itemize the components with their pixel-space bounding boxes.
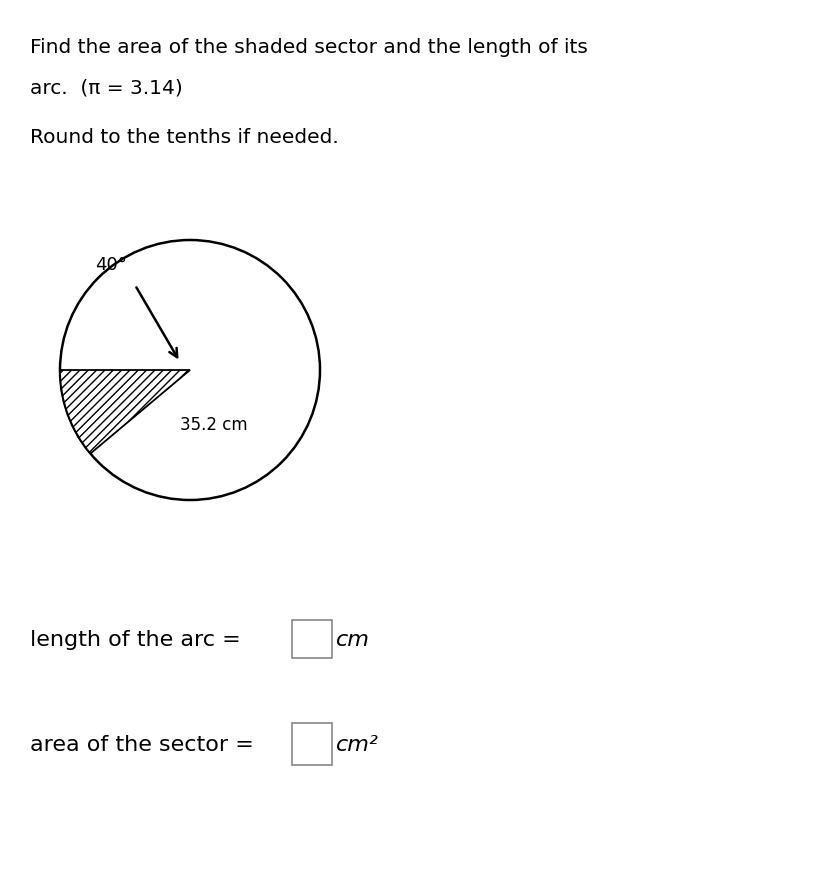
- Text: cm²: cm²: [336, 735, 379, 755]
- Text: Find the area of the shaded sector and the length of its: Find the area of the shaded sector and t…: [30, 38, 588, 57]
- FancyBboxPatch shape: [292, 620, 332, 658]
- Wedge shape: [60, 370, 190, 454]
- Text: Round to the tenths if needed.: Round to the tenths if needed.: [30, 128, 339, 147]
- Text: 40°: 40°: [95, 256, 127, 274]
- Text: 35.2 cm: 35.2 cm: [180, 416, 247, 434]
- Text: length of the arc =: length of the arc =: [30, 630, 248, 650]
- Text: arc.  (π = 3.14): arc. (π = 3.14): [30, 78, 183, 97]
- FancyBboxPatch shape: [292, 723, 332, 765]
- Text: area of the sector =: area of the sector =: [30, 735, 261, 755]
- Text: cm: cm: [336, 630, 370, 650]
